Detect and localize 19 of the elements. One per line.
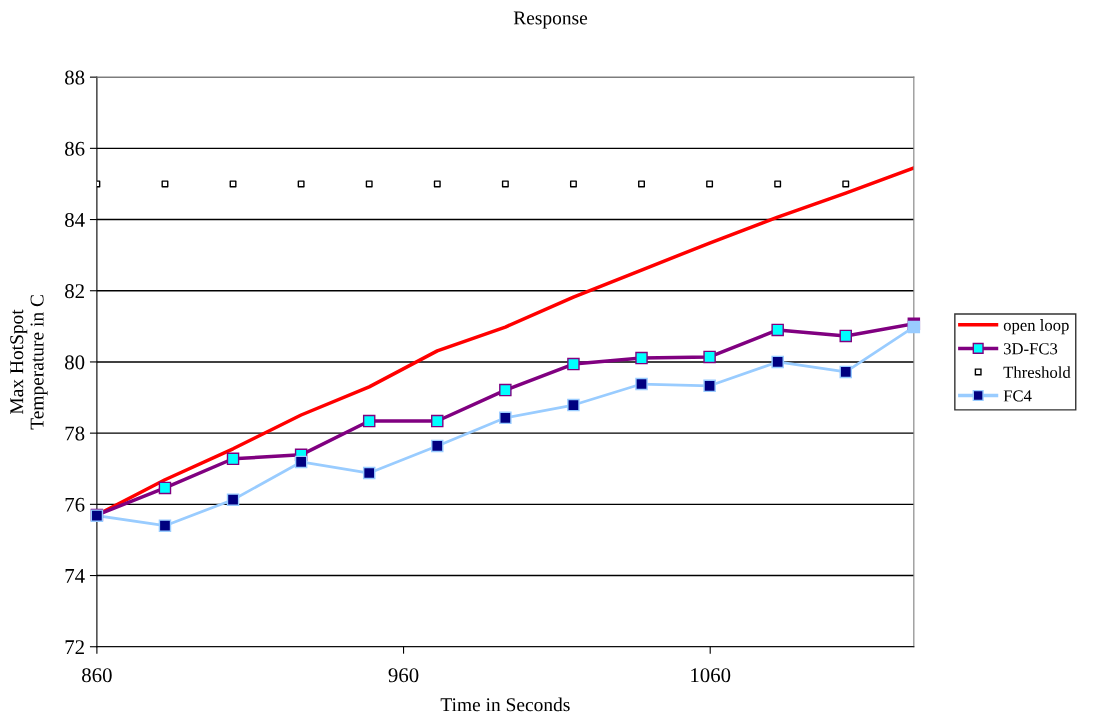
legend-label: Threshold bbox=[1003, 366, 1071, 378]
x-axis-title: Time in Seconds bbox=[440, 697, 570, 712]
y-tick-label: 86 bbox=[65, 141, 85, 156]
y-tick-label: 74 bbox=[65, 569, 85, 583]
y-tick-label: 84 bbox=[65, 212, 85, 227]
y-axis-title: Max HotSpot Temperature in C bbox=[10, 295, 48, 430]
y-tick-label: 88 bbox=[65, 70, 85, 85]
y-tick-label: 76 bbox=[65, 497, 85, 512]
x-tick-label: 1060 bbox=[691, 668, 731, 683]
y-tick-label: 78 bbox=[65, 426, 85, 441]
legend-label: 3D-FC3 bbox=[1003, 343, 1058, 355]
x-tick-label: 860 bbox=[82, 668, 112, 683]
chart-title: Response bbox=[513, 11, 588, 29]
legend-label: FC4 bbox=[1003, 390, 1032, 402]
y-tick-label: 82 bbox=[65, 284, 84, 299]
y-tick-label: 80 bbox=[65, 355, 85, 370]
x-tick-label: 960 bbox=[388, 668, 419, 683]
y-tick-label: 72 bbox=[65, 640, 84, 654]
legend-label: open loop bbox=[1003, 319, 1069, 335]
